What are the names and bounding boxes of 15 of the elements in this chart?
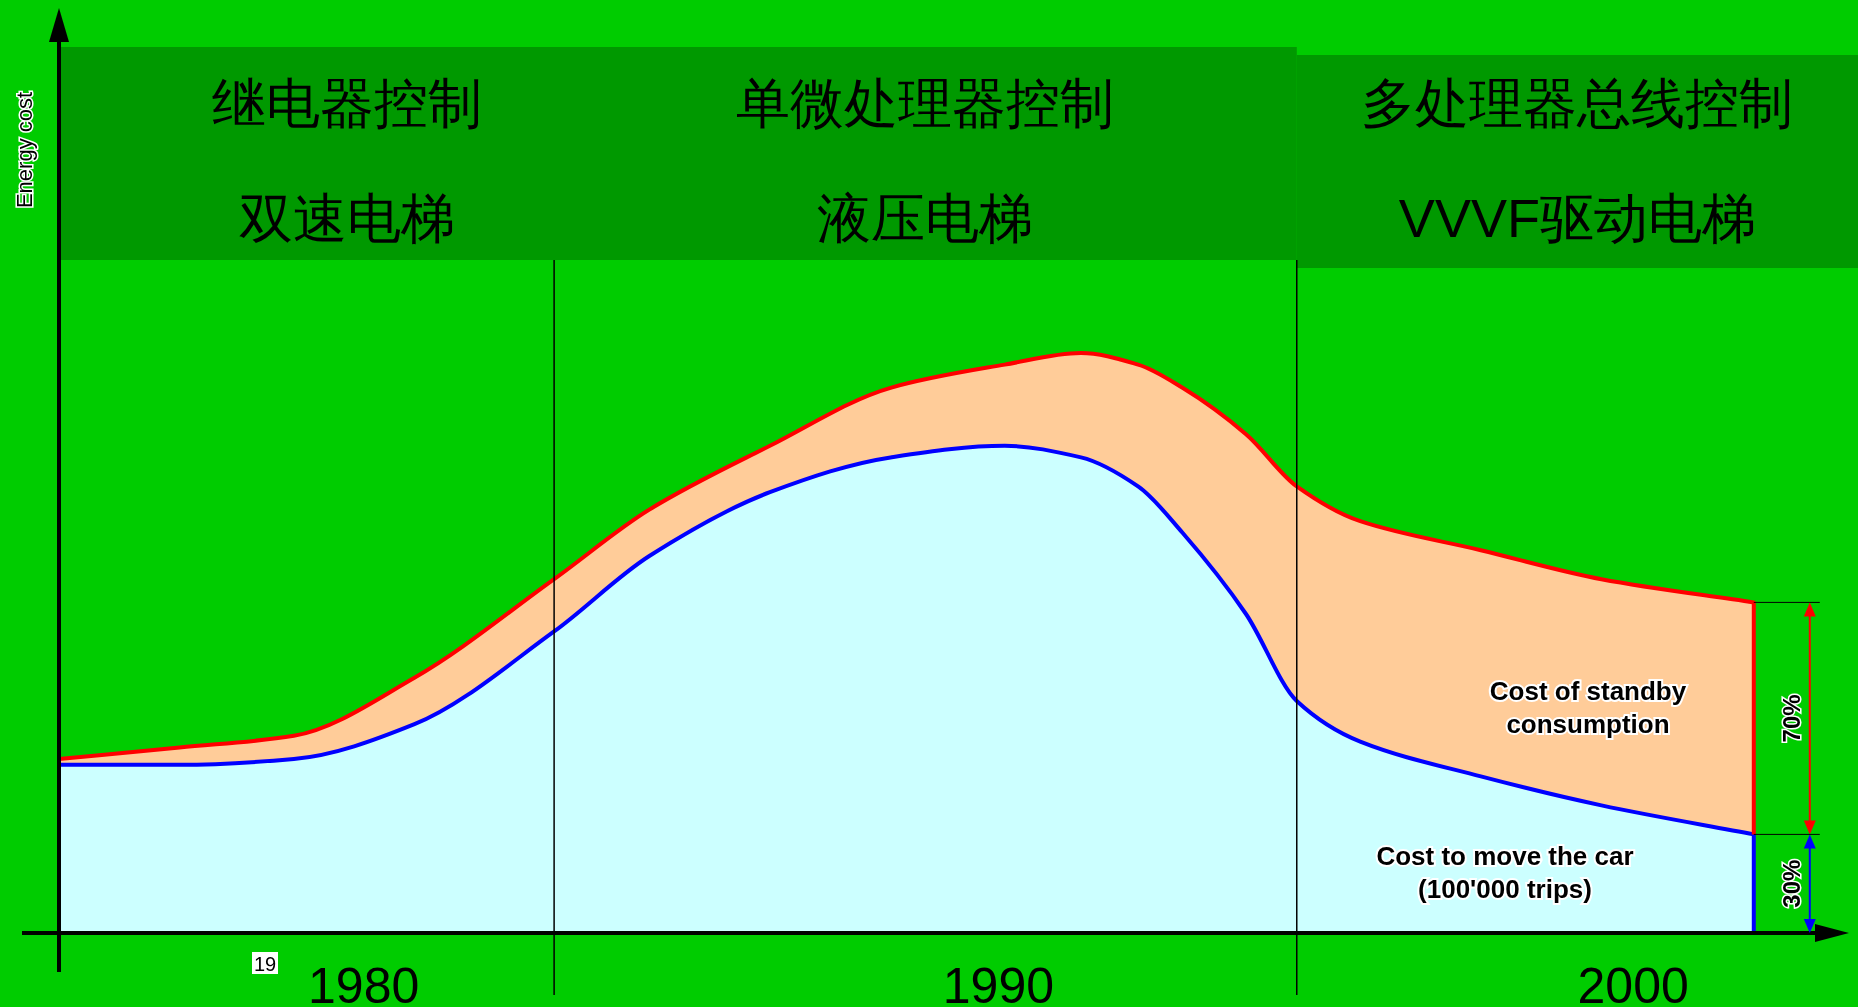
annotation: 30% [1777,859,1805,908]
text: 多处理器总线控制 [1361,73,1794,133]
text: Energy cost [12,91,37,209]
series-label: Cost to move the car (100'000 trips) [1376,841,1634,904]
annotation: 70% [1777,694,1805,743]
text: 单微处理器控制 [736,73,1115,133]
text: 继电器控制 [211,73,482,133]
text: 液压电梯 [817,188,1034,248]
text: 双速电梯 [238,188,455,248]
text: 19 [253,953,277,975]
text: VVVF驱动电梯 [1398,188,1756,248]
series-label: Cost of standby consumption [1489,676,1687,739]
x-tick-label: 2000 [1577,958,1689,1007]
x-tick-label: 1990 [942,958,1055,1007]
x-tick-label: 1980 [308,958,420,1007]
